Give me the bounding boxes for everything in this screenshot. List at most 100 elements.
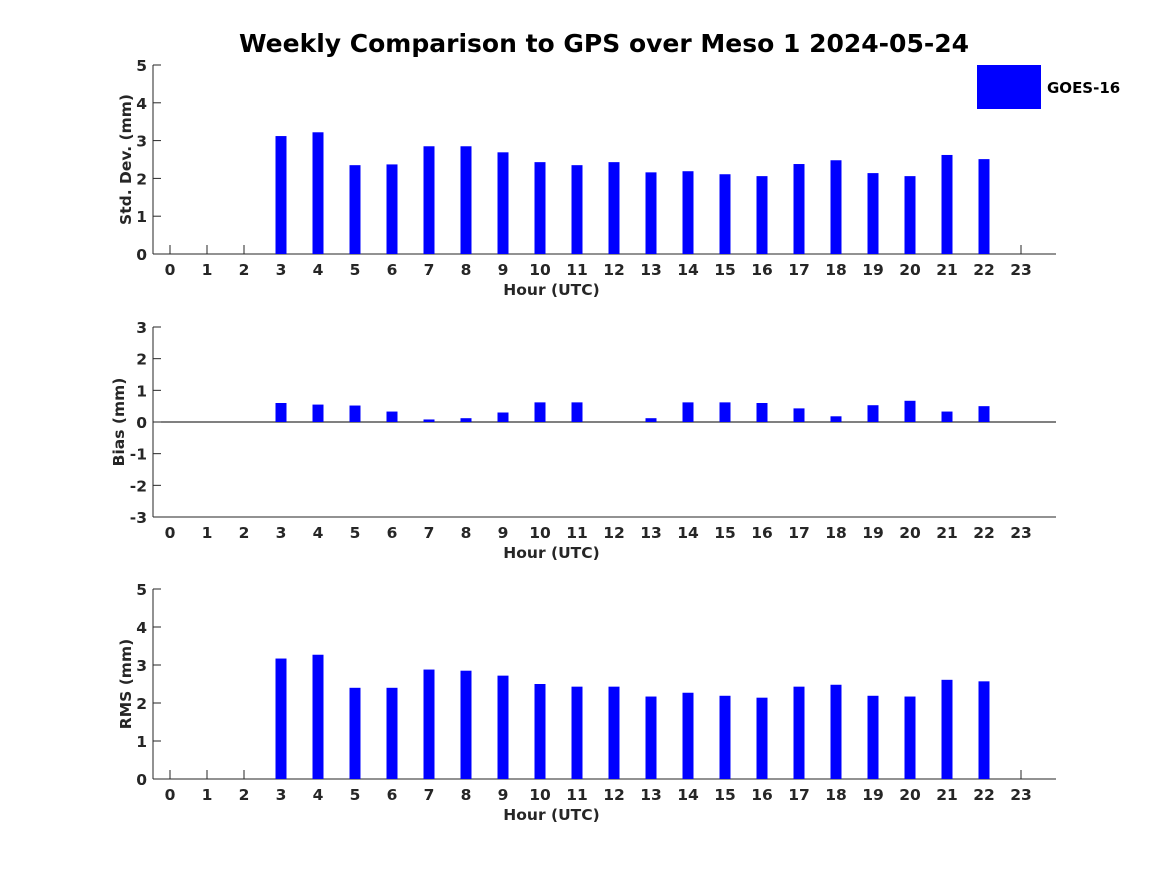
- x-tick-label: 13: [640, 261, 662, 279]
- x-tick-label: 15: [714, 786, 736, 804]
- x-tick-label: 18: [825, 786, 847, 804]
- bar-hour-19: [867, 695, 879, 779]
- bar-hour-4: [312, 132, 324, 254]
- x-tick-label: 5: [350, 261, 361, 279]
- x-tick-label: 6: [387, 524, 398, 542]
- bar-hour-21: [941, 679, 953, 779]
- y-tick-label: 3: [136, 133, 147, 151]
- bar-hour-14: [682, 402, 694, 422]
- x-tick-label: 16: [751, 524, 773, 542]
- bar-hour-9: [497, 412, 509, 422]
- bar-hour-3: [275, 403, 287, 422]
- bar-hour-10: [534, 684, 546, 779]
- x-tick-label: 10: [529, 786, 551, 804]
- x-tick-label: 6: [387, 786, 398, 804]
- x-tick-label: 2: [239, 524, 250, 542]
- x-tick-label: 13: [640, 786, 662, 804]
- bar-hour-19: [867, 173, 879, 254]
- x-tick-label: 7: [424, 524, 435, 542]
- x-tick-label: 14: [677, 786, 699, 804]
- x-tick-label: 23: [1010, 524, 1032, 542]
- bar-hour-16: [756, 697, 768, 779]
- x-tick-label: 9: [498, 786, 509, 804]
- x-tick-label: 16: [751, 261, 773, 279]
- bar-hour-22: [978, 681, 990, 779]
- x-tick-label: 2: [239, 261, 250, 279]
- x-tick-label: 22: [973, 261, 995, 279]
- bar-hour-3: [275, 658, 287, 779]
- x-tick-label: 19: [862, 786, 884, 804]
- x-tick-label: 5: [350, 786, 361, 804]
- bar-hour-20: [904, 400, 916, 422]
- x-tick-label: 16: [751, 786, 773, 804]
- y-tick-label: -3: [130, 509, 147, 527]
- bar-hour-11: [571, 686, 583, 779]
- bar-hour-12: [608, 686, 620, 779]
- bar-hour-20: [904, 696, 916, 779]
- bar-hour-17: [793, 408, 805, 422]
- y-axis-label: Std. Dev. (mm): [117, 94, 135, 225]
- bar-hour-7: [423, 419, 435, 422]
- bar-hour-4: [312, 404, 324, 422]
- x-tick-label: 19: [862, 524, 884, 542]
- bar-hour-7: [423, 146, 435, 254]
- y-axis-label: RMS (mm): [117, 639, 135, 729]
- bar-hour-21: [941, 154, 953, 254]
- bar-hour-10: [534, 162, 546, 254]
- x-tick-label: 22: [973, 786, 995, 804]
- x-tick-label: 9: [498, 261, 509, 279]
- y-axis-label: Bias (mm): [110, 378, 128, 467]
- y-tick-label: 1: [136, 208, 147, 226]
- y-tick-label: -1: [130, 446, 147, 464]
- x-tick-label: 11: [566, 261, 588, 279]
- x-tick-label: 18: [825, 261, 847, 279]
- bar-hour-15: [719, 402, 731, 422]
- bar-hour-8: [460, 418, 472, 422]
- x-tick-label: 23: [1010, 261, 1032, 279]
- bar-hour-13: [645, 418, 657, 422]
- x-tick-label: 3: [276, 786, 287, 804]
- x-tick-label: 1: [202, 786, 213, 804]
- x-tick-label: 12: [603, 261, 625, 279]
- x-tick-label: 12: [603, 786, 625, 804]
- legend-label-goes16: GOES-16: [1047, 79, 1120, 97]
- y-tick-label: 3: [136, 319, 147, 337]
- chart-title: Weekly Comparison to GPS over Meso 1 202…: [239, 29, 969, 58]
- bar-hour-5: [349, 405, 361, 422]
- legend: GOES-16: [977, 65, 1120, 109]
- x-tick-label: 4: [313, 524, 324, 542]
- x-tick-label: 15: [714, 261, 736, 279]
- x-tick-label: 18: [825, 524, 847, 542]
- y-tick-label: -2: [130, 477, 147, 495]
- bar-hour-22: [978, 406, 990, 422]
- x-tick-label: 20: [899, 524, 921, 542]
- x-tick-label: 12: [603, 524, 625, 542]
- bar-hour-7: [423, 669, 435, 779]
- y-tick-label: 2: [136, 695, 147, 713]
- bar-hour-6: [386, 164, 398, 254]
- x-tick-label: 21: [936, 261, 958, 279]
- bar-hour-5: [349, 165, 361, 254]
- bar-hour-18: [830, 416, 842, 422]
- x-tick-label: 0: [165, 524, 176, 542]
- x-tick-label: 14: [677, 524, 699, 542]
- bar-hour-10: [534, 402, 546, 422]
- x-tick-label: 9: [498, 524, 509, 542]
- bar-hour-5: [349, 687, 361, 779]
- bar-hour-22: [978, 159, 990, 254]
- x-tick-label: 21: [936, 786, 958, 804]
- y-tick-label: 0: [136, 771, 147, 789]
- bar-hour-16: [756, 403, 768, 422]
- bar-hour-18: [830, 684, 842, 779]
- x-tick-label: 10: [529, 261, 551, 279]
- bar-hour-20: [904, 176, 916, 254]
- x-tick-label: 13: [640, 524, 662, 542]
- bar-hour-15: [719, 174, 731, 254]
- x-tick-label: 14: [677, 261, 699, 279]
- bar-hour-13: [645, 172, 657, 254]
- x-tick-label: 20: [899, 786, 921, 804]
